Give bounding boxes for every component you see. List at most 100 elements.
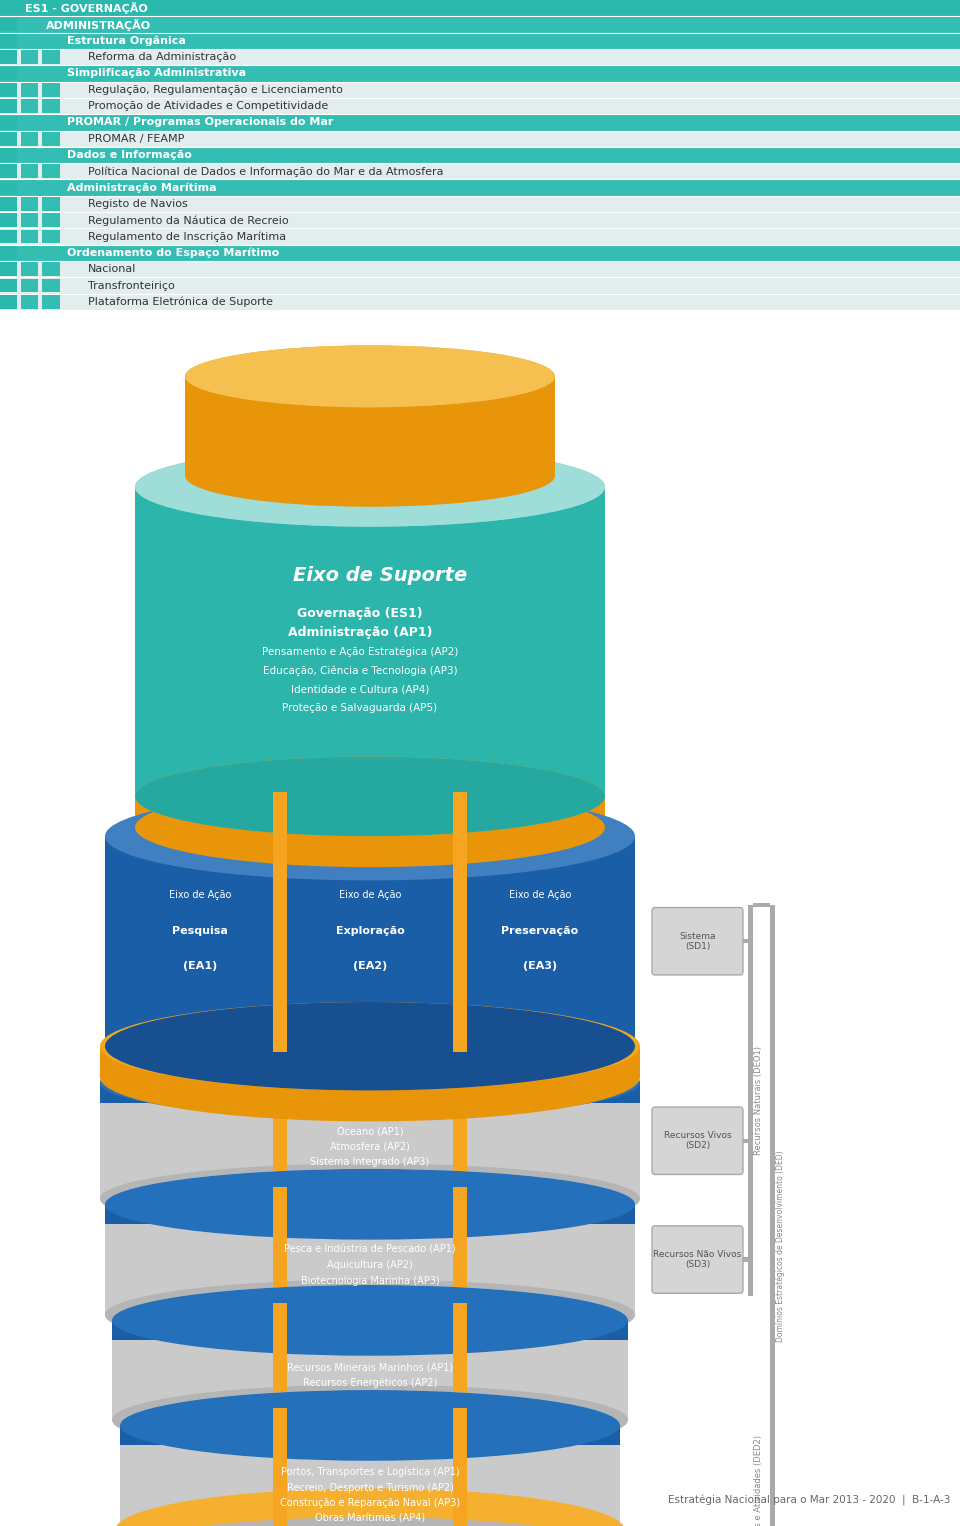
Text: Pesquisa: Pesquisa [172, 926, 228, 935]
Bar [42, 295, 60, 308]
Text: Educação, Ciência e Tecnologia (AP3): Educação, Ciência e Tecnologia (AP3) [263, 665, 457, 676]
Text: Preservação: Preservação [501, 926, 579, 935]
Bar [21, 131, 38, 145]
Text: Identidade e Cultura (AP4): Identidade e Cultura (AP4) [291, 684, 429, 694]
Text: Promoção de Atividades e Competitividade: Promoção de Atividades e Competitividade [88, 101, 328, 111]
Bar [0, 98, 960, 114]
Bar [453, 1407, 467, 1526]
Ellipse shape [100, 1033, 640, 1122]
Text: Registo de Navios: Registo de Navios [88, 198, 188, 209]
Bar [0, 18, 17, 32]
Bar [21, 148, 38, 162]
Text: Atmosfera (AP2): Atmosfera (AP2) [330, 1141, 410, 1152]
Text: Simplificação Administrativa: Simplificação Administrativa [67, 69, 247, 78]
Bar [21, 262, 38, 276]
Bar [120, 1425, 620, 1445]
Bar [42, 99, 60, 113]
Text: ES1 - GOVERNAÇÃO: ES1 - GOVERNAÇÃO [25, 2, 148, 14]
Bar [21, 50, 38, 64]
Bar [42, 131, 60, 145]
Bar [0, 262, 17, 276]
Text: Transfronteiriço: Transfronteiriço [88, 281, 175, 290]
Text: Outros Usos e Atividades (DED2): Outros Usos e Atividades (DED2) [754, 1434, 762, 1526]
Text: Eixo de Suporte: Eixo de Suporte [293, 566, 468, 584]
Text: Ordenamento do Espaço Marítimo: Ordenamento do Espaço Marítimo [67, 247, 279, 258]
Ellipse shape [135, 757, 605, 836]
Bar [740, 1257, 748, 1262]
Ellipse shape [105, 792, 635, 881]
Ellipse shape [120, 1390, 620, 1460]
Bar [0, 49, 960, 66]
Bar [0, 34, 17, 47]
Bar [0, 17, 960, 32]
Ellipse shape [100, 1047, 640, 1119]
Ellipse shape [112, 1384, 628, 1456]
Bar [21, 295, 38, 308]
Text: Estrutura Orgânica: Estrutura Orgânica [67, 35, 186, 46]
Ellipse shape [105, 1003, 635, 1091]
Bar [0, 244, 960, 261]
Text: Dados e Informação: Dados e Informação [67, 150, 192, 160]
Ellipse shape [100, 1047, 640, 1119]
Bar [21, 214, 38, 227]
Text: Sistema
(SD1): Sistema (SD1) [680, 931, 716, 951]
Bar [42, 279, 60, 293]
Text: Domínios Estratégicos de Desenvolvimento (DED): Domínios Estratégicos de Desenvolvimento… [776, 1151, 784, 1343]
Bar [0, 180, 17, 194]
Bar [42, 165, 60, 179]
Bar [748, 905, 753, 1296]
Bar [0, 99, 17, 113]
Bar [42, 82, 60, 96]
Bar [0, 293, 960, 310]
Bar [135, 797, 605, 827]
Bar [21, 67, 38, 81]
Bar [21, 99, 38, 113]
Text: Recursos Vivos
(SD2): Recursos Vivos (SD2) [663, 1131, 732, 1151]
Bar [0, 116, 17, 130]
FancyBboxPatch shape [652, 1106, 743, 1175]
Ellipse shape [112, 1285, 628, 1355]
Bar [100, 1083, 640, 1103]
Text: Biotecnologia Marinha (AP3): Biotecnologia Marinha (AP3) [300, 1276, 440, 1285]
Bar [0, 278, 960, 293]
Text: Recreio, Desporto e Turismo (AP2): Recreio, Desporto e Turismo (AP2) [287, 1483, 453, 1492]
Ellipse shape [185, 446, 555, 507]
Bar [0, 148, 17, 162]
Ellipse shape [135, 447, 605, 526]
Bar [0, 180, 960, 195]
Text: Regulamento da Náutica de Recreio: Regulamento da Náutica de Recreio [88, 215, 289, 226]
Bar [273, 1187, 287, 1332]
Bar [42, 50, 60, 64]
Bar [21, 116, 38, 130]
Bar [0, 229, 960, 244]
Bar [273, 792, 287, 1051]
Text: Plataforma Eletrónica de Suporte: Plataforma Eletrónica de Suporte [88, 296, 274, 307]
Bar [0, 295, 17, 308]
Ellipse shape [112, 1285, 628, 1355]
Text: (EA3): (EA3) [523, 961, 557, 972]
Bar [0, 163, 960, 180]
Bar [0, 131, 960, 146]
Bar [21, 230, 38, 244]
Text: Recursos Não Vivos
(SD3): Recursos Não Vivos (SD3) [654, 1250, 742, 1270]
Bar [0, 230, 17, 244]
Bar [112, 1320, 628, 1419]
Bar [753, 903, 770, 908]
Bar [0, 67, 17, 81]
Bar [0, 82, 17, 96]
Bar [105, 1204, 635, 1315]
Text: ADMINISTRAÇÃO: ADMINISTRAÇÃO [46, 18, 152, 31]
Text: (EA2): (EA2) [353, 961, 387, 972]
Text: Governação (ES1): Governação (ES1) [298, 607, 422, 621]
Bar [0, 66, 960, 81]
Text: (EA1): (EA1) [182, 961, 217, 972]
Bar [112, 1320, 628, 1340]
Bar [0, 195, 960, 212]
Text: Administração (AP1): Administração (AP1) [288, 626, 432, 639]
Text: Eixo de Ação: Eixo de Ação [169, 890, 231, 900]
FancyBboxPatch shape [652, 908, 743, 975]
Text: Regulamento de Inscrição Marítima: Regulamento de Inscrição Marítima [88, 232, 286, 241]
Ellipse shape [135, 757, 605, 836]
Text: PROMAR / Programas Operacionais do Mar: PROMAR / Programas Operacionais do Mar [67, 118, 333, 127]
Bar [120, 1425, 620, 1526]
